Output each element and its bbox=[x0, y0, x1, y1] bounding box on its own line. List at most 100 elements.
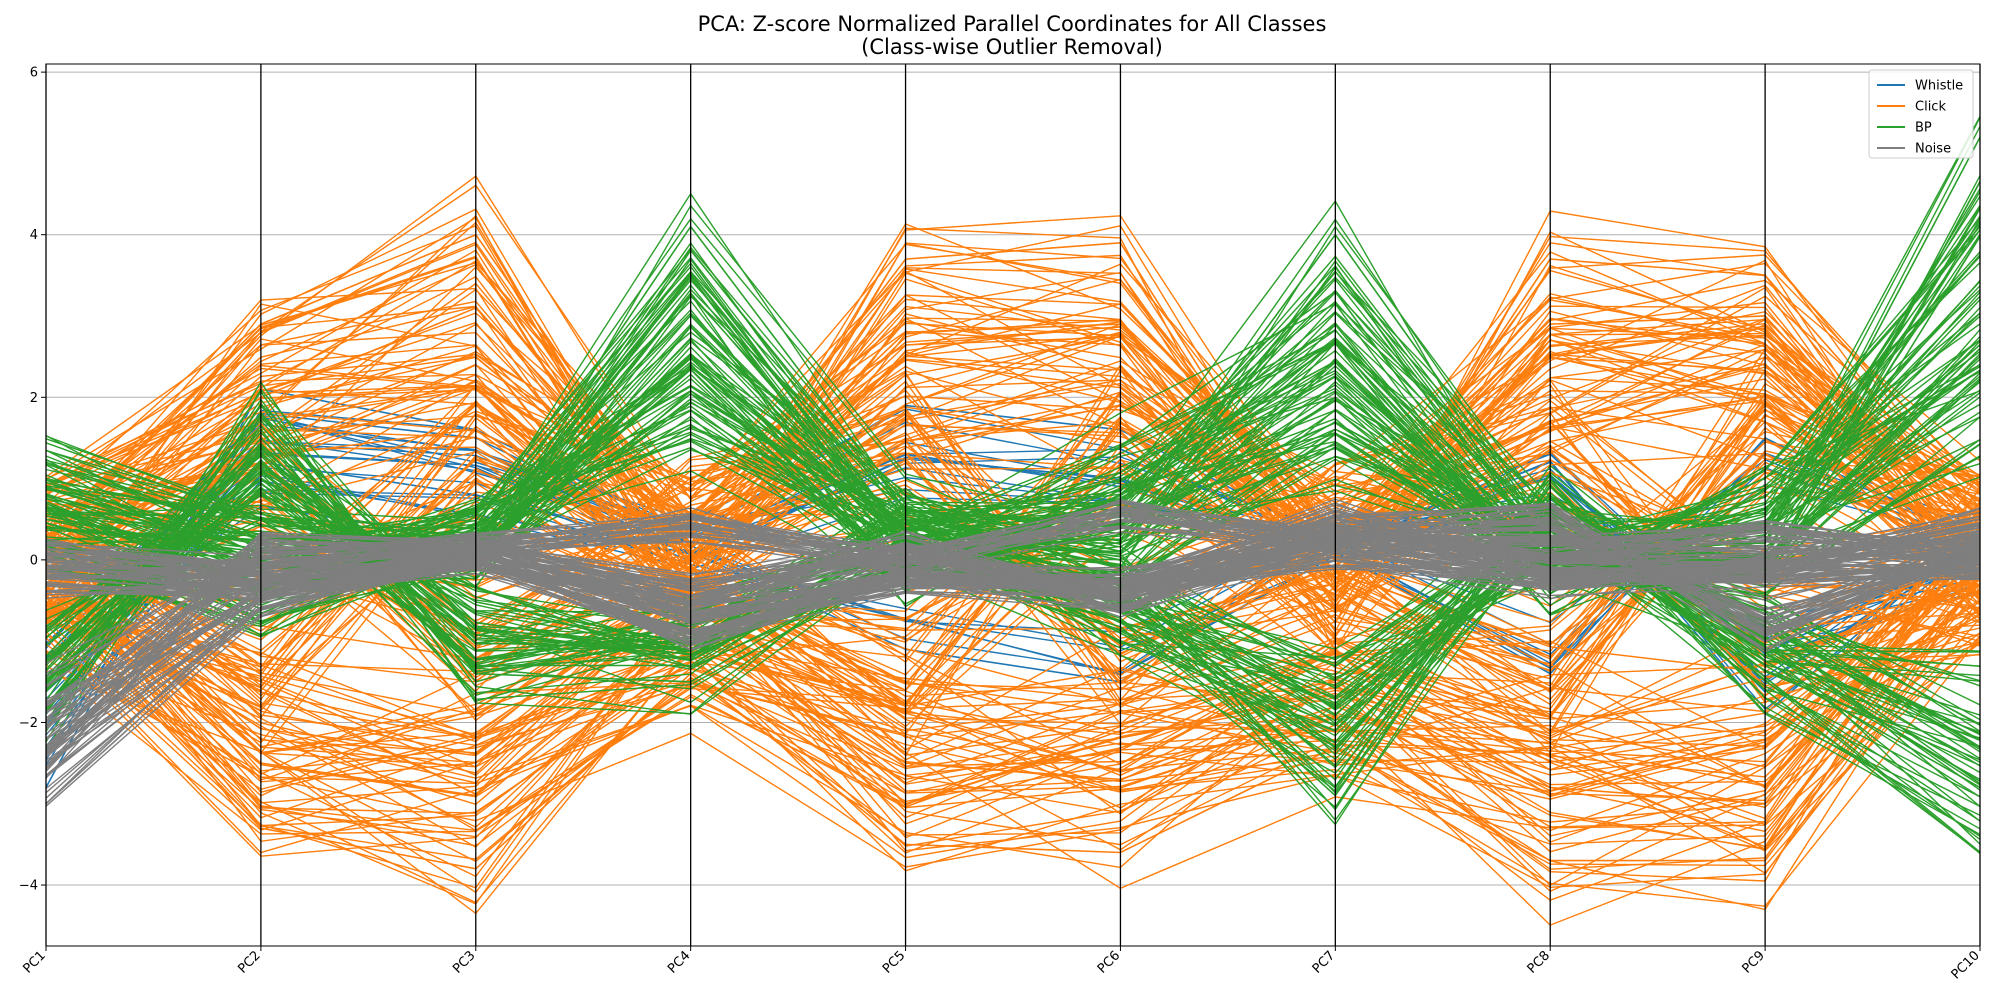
xtick-label-pc1: PC1 bbox=[20, 948, 48, 976]
series-noise-line bbox=[45, 520, 1981, 748]
series-click-line bbox=[45, 278, 1981, 601]
series-click-line bbox=[45, 318, 1981, 564]
series-click-line bbox=[45, 542, 1981, 894]
chart-title-line1: PCA: Z-score Normalized Parallel Coordin… bbox=[698, 12, 1327, 36]
series-noise-line bbox=[45, 545, 1981, 618]
plot-frame bbox=[45, 63, 1981, 947]
ytick-label-3: 2 bbox=[30, 391, 38, 406]
series-click-line bbox=[45, 505, 1981, 787]
ytick-label-4: 4 bbox=[30, 228, 38, 243]
series-click-line bbox=[45, 175, 1981, 581]
series-click-line bbox=[45, 512, 1981, 797]
series-click-line bbox=[45, 339, 1981, 623]
series-click-line bbox=[45, 501, 1981, 819]
series-click-line bbox=[45, 568, 1981, 845]
series-click-line bbox=[45, 305, 1981, 545]
series-noise-line bbox=[45, 541, 1981, 632]
legend-label-bp: BP bbox=[1915, 121, 1932, 136]
series-click-line bbox=[45, 263, 1981, 566]
series-click-line bbox=[45, 502, 1981, 854]
series-click-line bbox=[45, 323, 1981, 571]
y-axis-ticks: −4 −2 0 2 4 6 bbox=[19, 66, 46, 894]
series-click-line bbox=[45, 184, 1981, 625]
series-noise-line bbox=[45, 515, 1981, 566]
series-click-line bbox=[45, 473, 1981, 798]
ytick-label-5: 6 bbox=[30, 66, 38, 81]
series-click-line bbox=[45, 507, 1981, 851]
series-click-line bbox=[45, 318, 1981, 617]
series-click-line bbox=[45, 555, 1981, 796]
series-click-line bbox=[45, 560, 1981, 870]
series-click-line bbox=[45, 571, 1981, 889]
series-click-line bbox=[45, 548, 1981, 765]
xtick-label-pc10: PC10 bbox=[1949, 948, 1983, 982]
series-click-line bbox=[45, 504, 1981, 826]
series-click-line bbox=[45, 542, 1981, 796]
xtick-label-pc3: PC3 bbox=[450, 948, 478, 976]
ytick-label-0: −4 bbox=[19, 879, 38, 894]
series-click-line bbox=[45, 294, 1981, 608]
series-click-line bbox=[45, 550, 1981, 803]
legend: Whistle Click BP Noise bbox=[1868, 69, 1974, 159]
xtick-label-pc2: PC2 bbox=[235, 948, 263, 976]
series-noise-line bbox=[45, 501, 1981, 572]
xtick-label-pc6: PC6 bbox=[1095, 948, 1123, 976]
series-click-line bbox=[45, 323, 1981, 636]
series-click-line bbox=[45, 295, 1981, 651]
legend-label-whistle: Whistle bbox=[1915, 79, 1963, 94]
xtick-label-pc4: PC4 bbox=[665, 948, 693, 976]
series-noise-line bbox=[45, 541, 1981, 631]
xtick-label-pc9: PC9 bbox=[1740, 948, 1768, 976]
series-click-line bbox=[45, 235, 1981, 610]
series-click-line bbox=[45, 317, 1981, 528]
series-click-line bbox=[45, 530, 1981, 926]
series-click-line bbox=[45, 521, 1981, 754]
series-click-line bbox=[45, 303, 1981, 639]
legend-label-noise: Noise bbox=[1915, 142, 1951, 157]
series-click-line bbox=[45, 571, 1981, 848]
series-click-line bbox=[45, 567, 1981, 815]
legend-label-click: Click bbox=[1915, 100, 1946, 115]
ytick-label-2: 0 bbox=[30, 553, 38, 568]
series-click-line bbox=[45, 515, 1981, 863]
series-click-line bbox=[45, 317, 1981, 585]
x-axis-ticks: PC1 PC2 PC3 PC4 PC5 PC6 PC7 PC8 PC9 PC10 bbox=[20, 946, 1983, 982]
series-click-line bbox=[45, 221, 1981, 595]
series-click-line bbox=[45, 330, 1981, 574]
series-click-line bbox=[45, 571, 1981, 911]
series-click-line bbox=[45, 365, 1981, 565]
series-noise-line bbox=[45, 502, 1981, 751]
series-click-line bbox=[45, 215, 1981, 591]
series-click-line bbox=[45, 546, 1981, 832]
series-click-line bbox=[45, 343, 1981, 619]
series-click-line bbox=[45, 286, 1981, 593]
series-click-line bbox=[45, 475, 1981, 751]
series-noise-line bbox=[45, 526, 1981, 741]
series-click-line bbox=[45, 231, 1981, 633]
series-click-line bbox=[45, 622, 1981, 808]
series-click-line bbox=[45, 585, 1981, 825]
xtick-label-pc5: PC5 bbox=[880, 948, 908, 976]
series-click-line bbox=[45, 355, 1981, 614]
series-noise-line bbox=[45, 502, 1981, 779]
series-click-line bbox=[45, 259, 1981, 600]
series-click-line bbox=[45, 363, 1981, 603]
data-lines bbox=[45, 116, 1981, 926]
series-noise bbox=[45, 498, 1981, 807]
series-click-line bbox=[45, 502, 1981, 805]
legend-box bbox=[1868, 69, 1974, 159]
series-click-line bbox=[45, 587, 1981, 851]
series-click-line bbox=[45, 486, 1981, 820]
series-noise-line bbox=[45, 518, 1981, 688]
series-click-line bbox=[45, 541, 1981, 774]
series-click-line bbox=[45, 303, 1981, 615]
series-click-line bbox=[45, 590, 1981, 890]
series-click-line bbox=[45, 241, 1981, 562]
series-click-line bbox=[45, 540, 1981, 859]
ytick-label-1: −2 bbox=[19, 716, 38, 731]
series-click-line bbox=[45, 249, 1981, 593]
series-click-line bbox=[45, 488, 1981, 776]
series-click-line bbox=[45, 583, 1981, 744]
xtick-label-pc7: PC7 bbox=[1310, 948, 1338, 976]
